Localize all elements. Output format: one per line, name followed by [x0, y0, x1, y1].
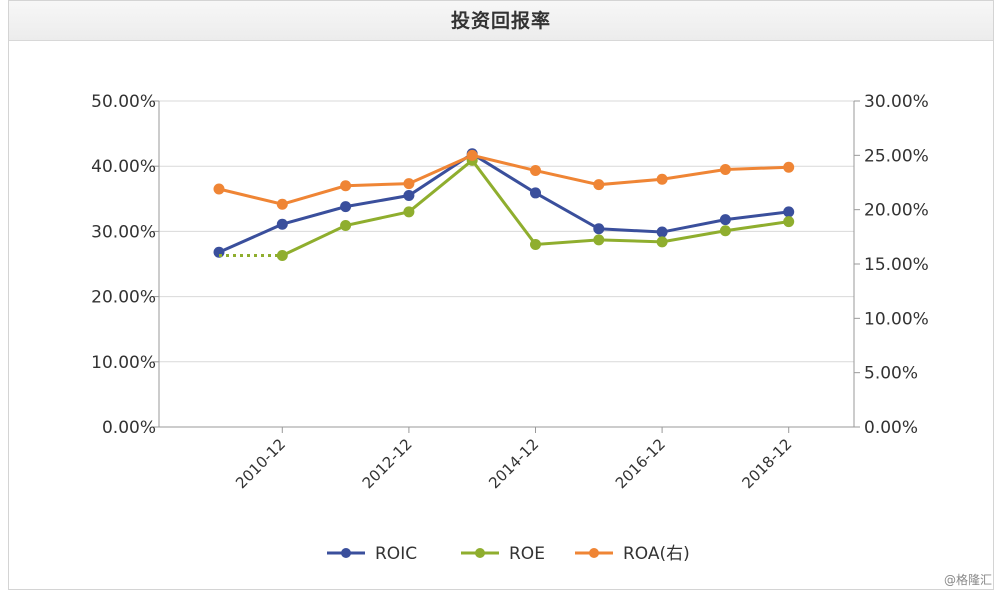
y-right-tick-label: 0.00% — [864, 418, 918, 438]
y-left-tick-label: 40.00% — [91, 157, 156, 177]
y-left-tick-label: 30.00% — [91, 222, 156, 242]
legend-label: ROIC — [375, 544, 417, 564]
x-tick-label: 2014-12 — [485, 435, 542, 492]
data-point — [783, 206, 795, 218]
data-point — [213, 183, 225, 195]
data-point — [656, 173, 668, 185]
data-point — [466, 149, 478, 161]
data-point — [719, 225, 731, 237]
data-point — [340, 201, 352, 213]
watermark: @格隆汇 — [943, 573, 992, 587]
y-right-tick-label: 10.00% — [864, 309, 929, 329]
x-tick-label: 2016-12 — [612, 435, 669, 492]
legend-swatch-marker — [589, 548, 599, 558]
series-line — [218, 152, 789, 254]
y-right-tick-label: 30.00% — [864, 92, 929, 112]
data-point — [593, 234, 605, 246]
y-right-tick-label: 5.00% — [864, 364, 918, 384]
data-point — [530, 238, 541, 250]
data-point — [719, 163, 731, 175]
series-line — [218, 153, 789, 206]
data-point — [276, 198, 288, 210]
data-point — [403, 190, 415, 202]
data-point — [656, 236, 668, 248]
y-left-tick-label: 0.00% — [102, 418, 156, 438]
y-right-tick-label: 20.00% — [864, 201, 929, 221]
legend-label: ROE — [509, 544, 545, 564]
x-tick-label: 2012-12 — [359, 435, 416, 492]
y-left-tick-label: 50.00% — [91, 92, 156, 112]
data-point — [593, 179, 605, 191]
x-tick-label: 2010-12 — [232, 435, 289, 492]
data-point — [340, 220, 352, 232]
data-point — [530, 165, 541, 177]
y-right-tick-label: 25.00% — [864, 146, 929, 166]
data-point — [276, 218, 288, 230]
y-right-tick-label: 15.00% — [864, 255, 929, 275]
y-left-tick-label: 10.00% — [91, 353, 156, 373]
legend-label: ROA(右) — [623, 544, 690, 564]
data-point — [530, 187, 541, 199]
chart-title: 投资回报率 — [9, 1, 993, 41]
legend-swatch-marker — [475, 548, 485, 558]
data-point — [593, 223, 605, 235]
legend-swatch-marker — [341, 548, 351, 558]
data-point — [340, 180, 352, 192]
x-tick-label: 2018-12 — [738, 435, 795, 492]
data-point — [403, 178, 415, 190]
data-point — [403, 206, 415, 218]
y-left-tick-label: 20.00% — [91, 288, 156, 308]
data-point — [783, 216, 795, 228]
line-chart: 0.00% 10.00% 20.00% 30.00% 40.00% 50.00% 0.00%… — [91, 92, 929, 564]
data-point — [276, 250, 288, 262]
chart-panel: 投资回报率 0.00% 10.00% 20.00% 30.00% 40.00% 50.00… — [8, 0, 994, 590]
data-point — [783, 161, 795, 173]
data-point — [719, 214, 731, 226]
data-point — [656, 226, 668, 238]
